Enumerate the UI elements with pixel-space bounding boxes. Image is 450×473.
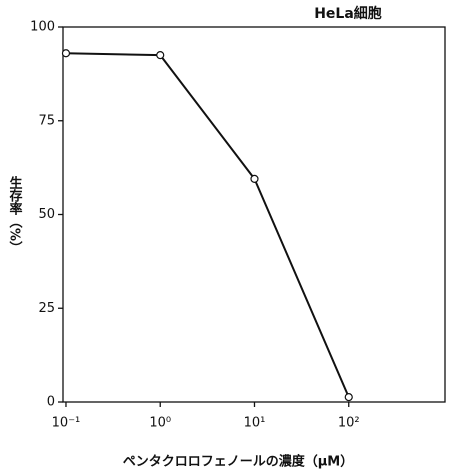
data-point	[250, 174, 259, 183]
data-point	[344, 393, 353, 402]
x-tick-label: 10⁰	[149, 416, 171, 431]
series-line	[65, 52, 350, 398]
y-tick-label: 100	[30, 20, 55, 35]
x-axis-label: ペンタクロロフェノールの濃度（μM）	[123, 454, 354, 470]
x-tick-label: 10²	[338, 416, 360, 431]
data-point	[156, 51, 165, 60]
y-tick-label: 25	[38, 301, 55, 316]
y-tick-label: 75	[38, 113, 55, 128]
plot-frame	[62, 26, 446, 403]
y-tick-label: 0	[47, 395, 55, 410]
x-tick-label: 10¹	[244, 416, 266, 431]
y-axis-label: 生存率（%）	[7, 175, 24, 254]
chart-title: HeLa細胞	[314, 5, 382, 22]
y-tick-label: 50	[38, 207, 55, 222]
x-tick-label: 10⁻¹	[52, 416, 81, 431]
data-point	[61, 49, 71, 58]
